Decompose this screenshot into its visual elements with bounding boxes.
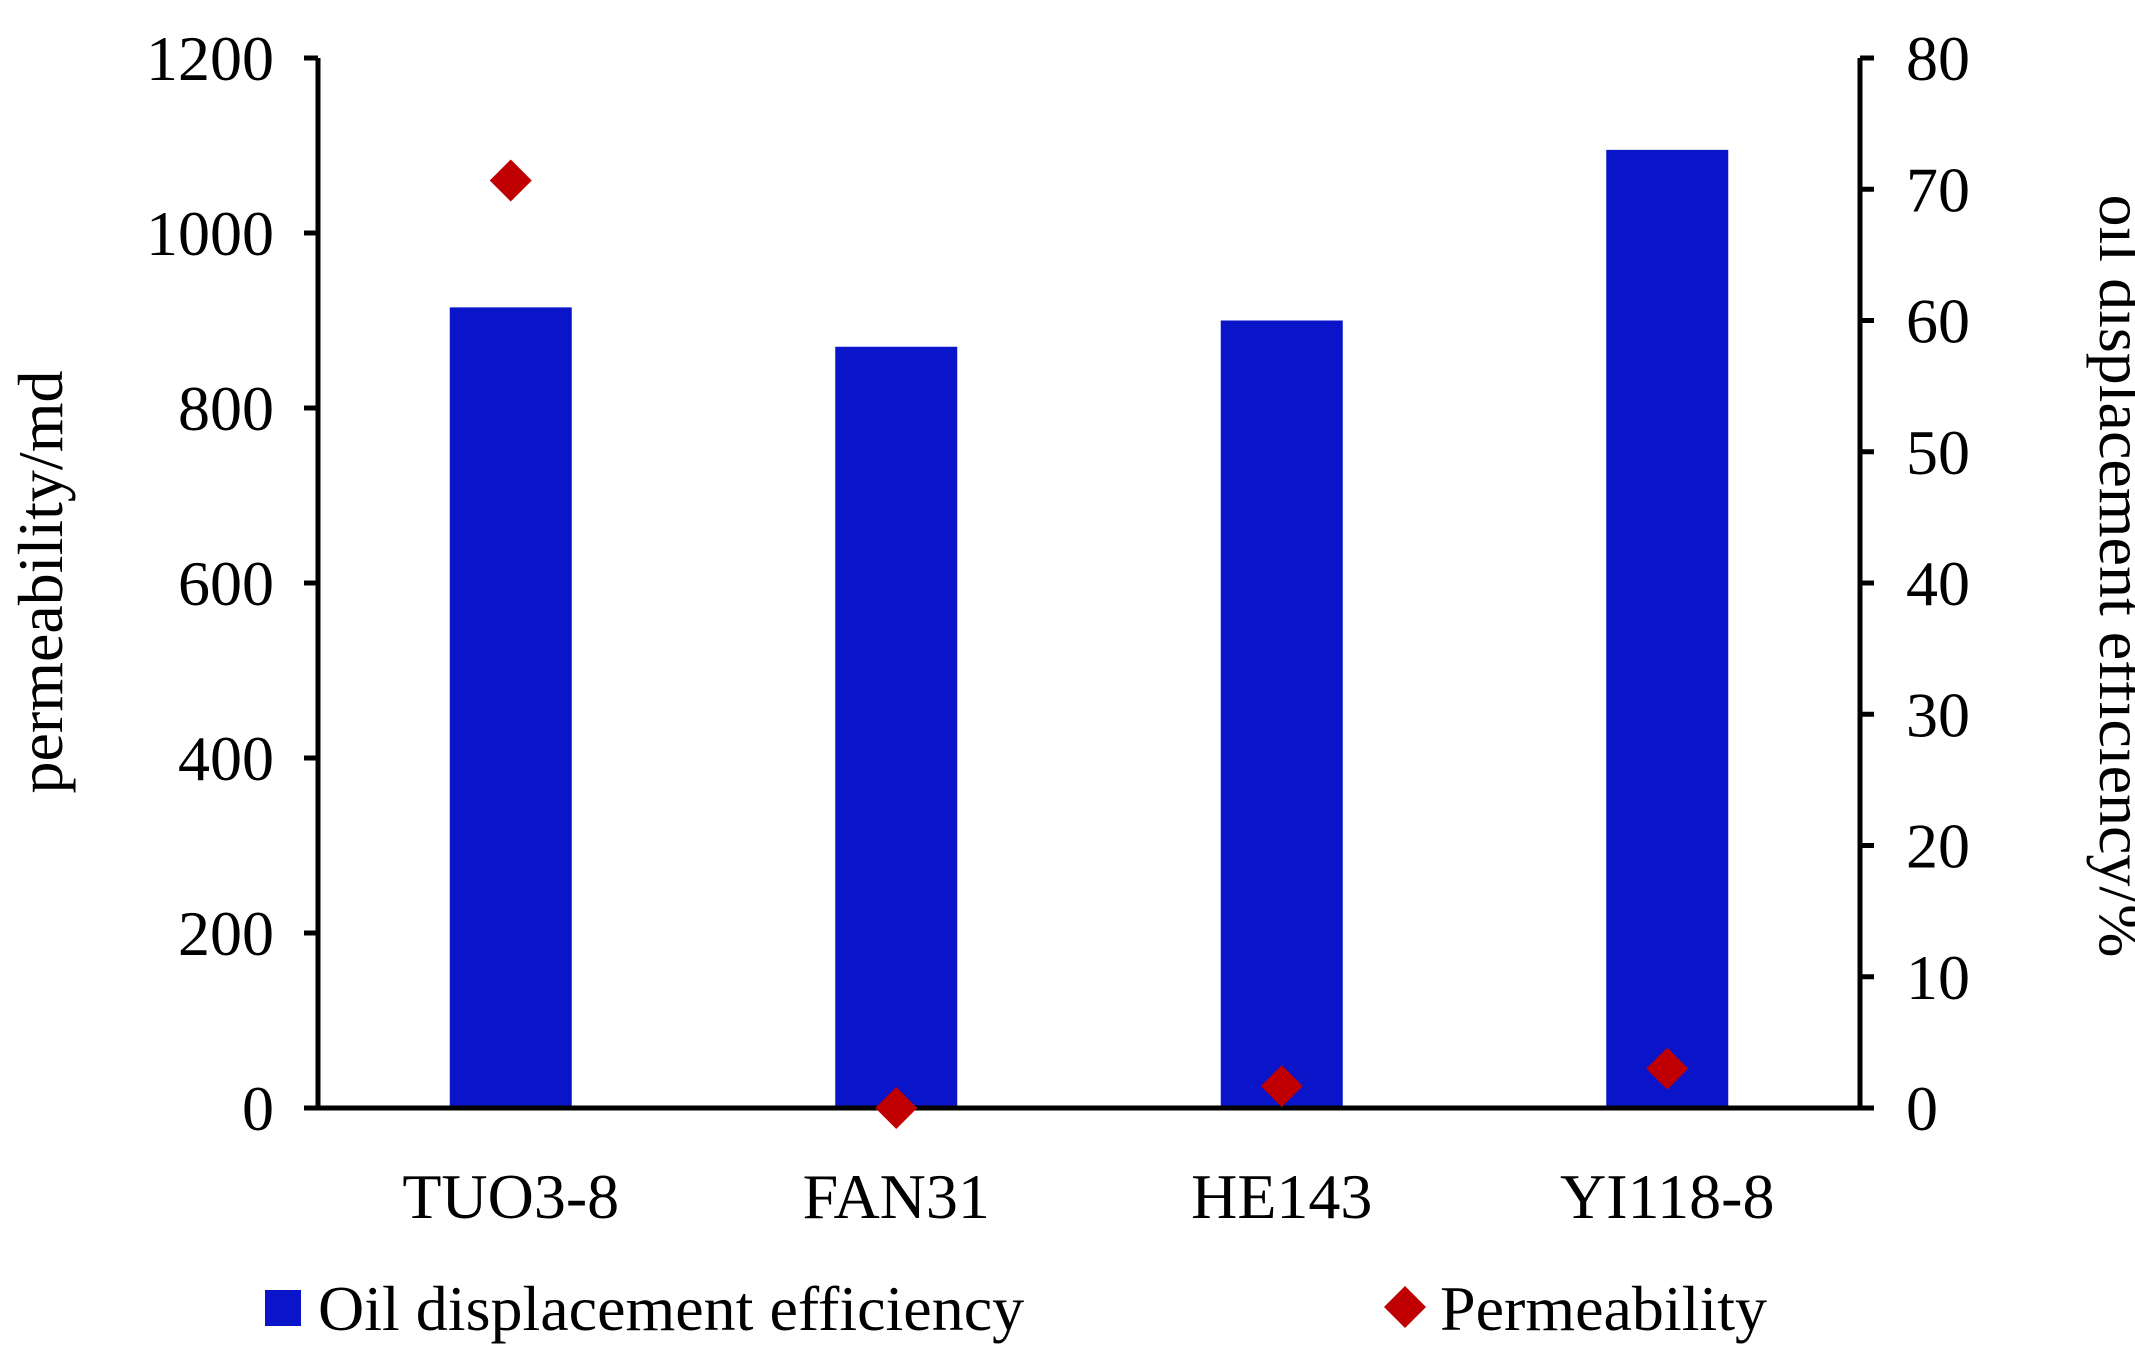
right-tick-label: 50 <box>1906 417 1970 488</box>
permeability-point-tuo3-8 <box>489 159 532 202</box>
legend-label-permeability: Permeability <box>1440 1273 1767 1344</box>
category-label-he143: HE143 <box>1191 1161 1372 1232</box>
markers-layer <box>489 159 1689 1129</box>
right-axis-title: oil displacement efficiency/% <box>2086 195 2135 958</box>
left-tick-label: 600 <box>178 548 274 619</box>
bar-yi118-8 <box>1606 149 1729 1108</box>
right-tick-label: 40 <box>1906 548 1970 619</box>
legend: Oil displacement efficiency Permeability <box>265 1273 1767 1344</box>
left-tick-label: 0 <box>242 1073 274 1144</box>
legend-bar-swatch <box>265 1290 301 1326</box>
permeability-point-yi118-8 <box>1646 1047 1689 1090</box>
category-label-tuo3-8: TUO3-8 <box>402 1161 619 1232</box>
permeability-point-he143 <box>1260 1065 1303 1108</box>
left-tick-label: 400 <box>178 723 274 794</box>
legend-diamond-swatch <box>1384 1286 1426 1328</box>
legend-label-oil-displacement: Oil displacement efficiency <box>318 1273 1024 1344</box>
category-label-fan31: FAN31 <box>803 1161 990 1232</box>
category-label-yi118-8: YI118-8 <box>1560 1161 1774 1232</box>
right-tick-label: 70 <box>1906 154 1970 225</box>
permeability-point-fan31 <box>875 1087 918 1129</box>
left-axis-title: permeability/md <box>5 371 76 794</box>
left-tick-label: 1200 <box>146 23 274 94</box>
right-tick-label: 80 <box>1906 23 1970 94</box>
axes-layer: 0 200 400 600 800 1000 1200 0 10 20 30 40 50 60 70 80 TU… <box>146 23 1970 1232</box>
right-tick-label: 10 <box>1906 942 1970 1013</box>
right-tick-label: 60 <box>1906 286 1970 357</box>
bar-tuo3-8 <box>449 307 572 1108</box>
left-tick-label: 800 <box>178 373 274 444</box>
left-tick-label: 200 <box>178 898 274 969</box>
bar-fan31 <box>835 346 958 1108</box>
right-tick-label: 20 <box>1906 811 1970 882</box>
left-tick-label: 1000 <box>146 198 274 269</box>
bars-layer <box>449 149 1729 1108</box>
right-tick-label: 30 <box>1906 679 1970 750</box>
bar-he143 <box>1220 320 1343 1108</box>
right-tick-label: 0 <box>1906 1073 1938 1144</box>
